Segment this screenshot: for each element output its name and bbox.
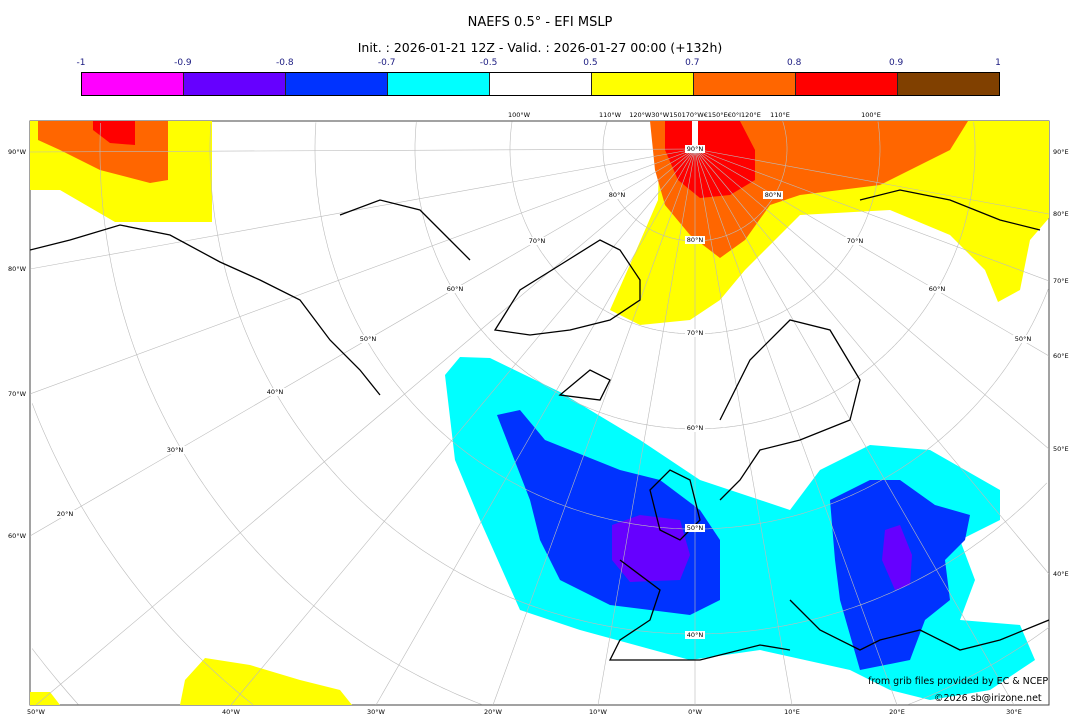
graticule-label: 100°E (861, 111, 881, 119)
latitude-circle (31, 648, 79, 705)
legend-swatch (184, 73, 286, 95)
chart-title: NAEFS 0.5° - EFI MSLP (467, 15, 613, 30)
legend-swatch (490, 73, 592, 95)
legend-tick: 0.8 (787, 58, 802, 68)
graticule-label: 60°E (1053, 352, 1069, 360)
graticule (30, 121, 1049, 705)
field-red (665, 121, 755, 198)
latitude-circle (602, 121, 695, 242)
graticule-label: 70°N (847, 237, 864, 245)
graticule-label: 60°N (687, 424, 704, 432)
graticule-label: 20°N (57, 510, 74, 518)
legend-tick: -0.8 (275, 58, 294, 68)
chart-subtitle: Init. : 2026-01-21 12Z - Valid. : 2026-0… (357, 40, 723, 55)
legend-tick: 0.7 (685, 58, 700, 68)
graticule-label: 80°N (765, 191, 782, 199)
legend-swatch (388, 73, 490, 95)
graticule-label: 30°E (1006, 708, 1022, 716)
graticule-label: 50°W (27, 708, 46, 716)
latitude-circle (414, 122, 695, 430)
legend-tick: -0.5 (479, 58, 498, 68)
legend-tick: -0.7 (377, 58, 396, 68)
field-orange (38, 121, 168, 183)
graticule-label: 20°E (889, 708, 905, 716)
legend-tick: -1 (76, 58, 86, 68)
latitude-circle (695, 288, 1049, 530)
latitude-circle (209, 123, 695, 635)
graticule-label: 80°N (609, 191, 626, 199)
graticule-label: 10°W (589, 708, 608, 716)
field-red (93, 121, 135, 145)
graticule-label: 20°W (484, 708, 503, 716)
graticule-label: 90°E (1053, 148, 1069, 156)
field-white (692, 121, 698, 145)
field-yellow (30, 692, 60, 705)
source-credit: from grib files provided by EC & NCEP (868, 676, 1049, 687)
legend-tick: 0.5 (583, 58, 598, 68)
graticule-label: 60°N (929, 285, 946, 293)
latitude-circle (695, 122, 976, 430)
graticule-label: 110°W (599, 111, 622, 119)
graticule-label: 90°W (8, 148, 27, 156)
graticule-label: 60°W (8, 532, 27, 540)
legend-tick: -0.9 (174, 58, 192, 68)
legend-swatch (82, 73, 184, 95)
field-yellow (180, 658, 352, 705)
field-purple (882, 525, 912, 590)
graticule-label: 70°N (687, 329, 704, 337)
graticule-label: 0°W (688, 708, 702, 716)
graticule-label: 50°N (360, 335, 377, 343)
graticule-label: 70°N (529, 237, 546, 245)
graticule-label: 90°N (687, 145, 704, 153)
latitude-circle (908, 627, 1049, 705)
graticule-label: 10°E (784, 708, 800, 716)
field-purple (612, 515, 690, 582)
coastlines (30, 189, 1049, 661)
graticule-label: 50°N (1015, 335, 1032, 343)
graticule-label: 120°W30°W150170°W€150°E€0°I120°E (629, 111, 761, 119)
graticule-label: 50°N (687, 524, 704, 532)
graticule-label: 70°E (1053, 277, 1069, 285)
graticule-label: 30°N (167, 446, 184, 454)
latitude-circle (31, 403, 254, 705)
legend-tick: 1 (995, 58, 1001, 68)
efi-fields (30, 121, 1049, 705)
latitude-circle (695, 482, 1048, 635)
latitude-circle (99, 122, 482, 705)
graticule-label: 110°E (770, 111, 790, 119)
graticule-label: 80°E (1053, 210, 1069, 218)
graticule-label: 80°W (8, 265, 27, 273)
copyright-credit: ©2026 sb@irizone.net (934, 693, 1042, 704)
legend-tick: 0.9 (888, 58, 904, 68)
legend-swatch (286, 73, 388, 95)
graticule-label: 40°N (267, 388, 284, 396)
latitude-circle (695, 121, 788, 242)
graticule-label: 40°N (687, 631, 704, 639)
graticule-label: 70°W (8, 390, 27, 398)
graticule-label: 60°N (447, 285, 464, 293)
graticule-label: 100°W (508, 111, 531, 119)
legend-swatch (592, 73, 694, 95)
color-legend (81, 72, 1000, 96)
latitude-circle (314, 122, 695, 530)
legend-swatch (694, 73, 796, 95)
graticule-label: 40°W (222, 708, 241, 716)
graticule-label: 80°N (687, 236, 704, 244)
graticule-label: 40°E (1053, 570, 1069, 578)
graticule-label: 30°W (367, 708, 386, 716)
legend-swatch (796, 73, 898, 95)
latitude-circle (509, 121, 695, 335)
latitude-circle (695, 121, 881, 335)
legend-swatch (898, 73, 999, 95)
graticule-labels: 90°W 80°W 70°W 60°W 90°E 80°E 70°E 60°E 50°E 40°E… (8, 111, 1069, 716)
graticule-label: 50°E (1053, 445, 1069, 453)
